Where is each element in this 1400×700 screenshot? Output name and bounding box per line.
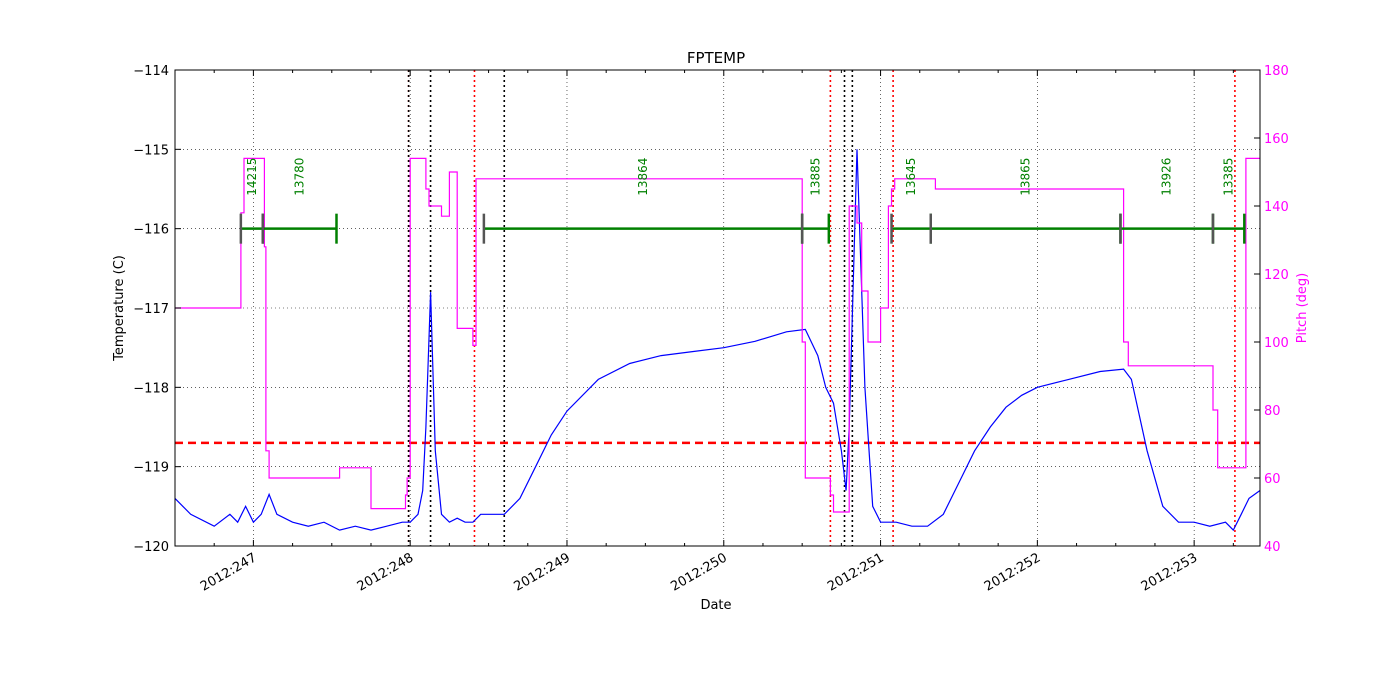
y-tick-label: −119 <box>133 461 169 476</box>
y-tick-label: −114 <box>133 64 169 79</box>
y-tick-label: −116 <box>133 223 169 238</box>
chart-title: FPTEMP <box>687 49 745 67</box>
x-tick-label: 2012:250 <box>668 550 729 594</box>
y2-tick-label: 40 <box>1264 540 1281 555</box>
y2-tick-label: 160 <box>1264 132 1289 147</box>
y2-tick-label: 60 <box>1264 472 1281 487</box>
x-ticks: 2012:247 2012:248 2012:249 2012:250 2012:251… <box>174 70 1234 595</box>
y2-axis-label: Pitch (deg) <box>1295 273 1310 343</box>
obsid-label: 14215 <box>245 158 259 196</box>
y2-tick-label: 180 <box>1264 64 1289 79</box>
obsid-label: 13885 <box>808 158 822 196</box>
y2-tick-label: 80 <box>1264 404 1281 419</box>
x-tick-label: 2012:253 <box>1139 550 1200 594</box>
y2-tick-label: 120 <box>1264 268 1289 283</box>
vertical-marker-lines <box>407 70 1236 546</box>
obsid-label: 13780 <box>293 158 307 196</box>
temperature-series-line <box>174 149 1261 532</box>
x-axis-label: Date <box>700 598 731 613</box>
y-tick-label: −118 <box>133 381 169 396</box>
x-tick-label: 2012:247 <box>198 550 259 594</box>
obsid-label: 13385 <box>1222 158 1236 196</box>
y2-ticks: 40 60 80 100 120 140 160 180 <box>1254 64 1289 555</box>
x-tick-label: 2012:251 <box>825 550 886 594</box>
y-tick-label: −117 <box>133 302 169 317</box>
x-tick-label: 2012:249 <box>512 550 573 594</box>
y2-tick-label: 140 <box>1264 200 1289 215</box>
series-lines <box>174 149 1261 532</box>
pitch-series-line <box>175 157 1260 513</box>
grid-lines <box>175 70 1260 546</box>
x-tick-label: 2012:252 <box>982 550 1043 594</box>
obsid-label: 13864 <box>636 158 650 196</box>
x-tick-label: 2012:248 <box>355 550 416 594</box>
obsid-label: 13865 <box>1019 158 1033 196</box>
y-axis-label: Temperature (C) <box>112 255 127 362</box>
y-tick-label: −120 <box>133 540 169 555</box>
y-ticks: −114 −115 −116 −117 −118 −119 −120 <box>133 64 181 555</box>
obsid-bars: 14215 13780 13864 13885 13645 13865 13926 13385 <box>239 158 1246 244</box>
y2-tick-label: 100 <box>1264 336 1289 351</box>
y-tick-label: −115 <box>133 143 169 158</box>
obsid-label: 13926 <box>1160 158 1174 196</box>
plot-frame <box>174 69 1261 547</box>
obsid-label: 13645 <box>904 158 918 196</box>
